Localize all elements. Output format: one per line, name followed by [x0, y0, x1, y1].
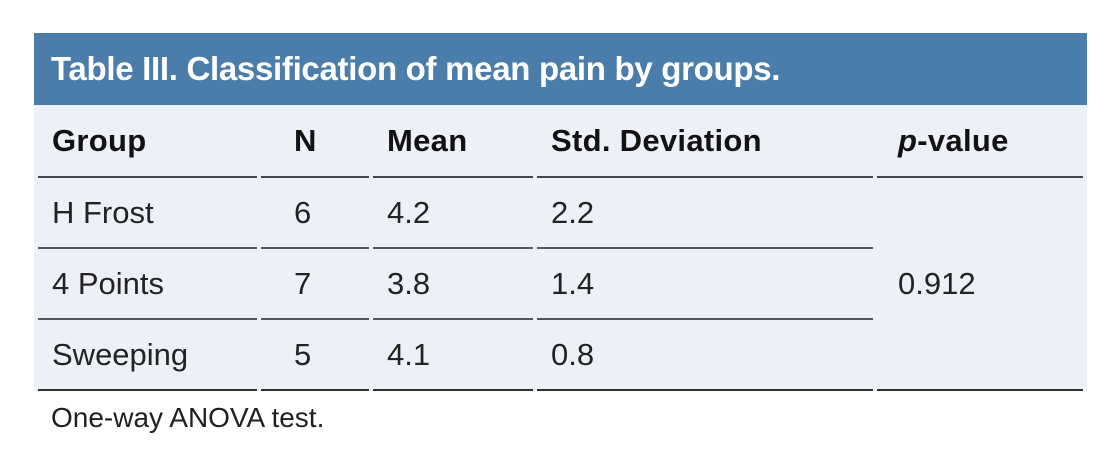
header-row: Group N Mean Std. Deviation p-value [38, 105, 1083, 178]
table-title: Table III. Classification of mean pain b… [51, 50, 781, 87]
table-row-sweeping: Sweeping 5 4.1 0.8 [38, 320, 1083, 391]
column-header-p-value: p-value [877, 105, 1083, 178]
table-title-bar: Table III. Classification of mean pain b… [34, 33, 1087, 105]
cell-n: 6 [261, 178, 369, 249]
cell-mean: 4.1 [373, 320, 533, 391]
p-value-italic-p: p [898, 122, 918, 158]
p-value-label-rest: -value [917, 122, 1009, 158]
column-header-n: N [261, 105, 369, 178]
cell-sd: 2.2 [537, 178, 873, 249]
column-header-group: Group [38, 105, 257, 178]
cell-n: 5 [261, 320, 369, 391]
cell-group: H Frost [38, 178, 257, 249]
table-footnote: One-way ANOVA test. [51, 402, 325, 433]
column-header-mean: Mean [373, 105, 533, 178]
cell-group: Sweeping [38, 320, 257, 391]
cell-mean: 4.2 [373, 178, 533, 249]
cell-sd: 1.4 [537, 249, 873, 320]
data-table: Group N Mean Std. Deviation p-value H Fr… [34, 105, 1087, 391]
table-row-4-points: 4 Points 7 3.8 1.4 [38, 249, 1083, 320]
cell-n: 7 [261, 249, 369, 320]
cell-group: 4 Points [38, 249, 257, 320]
column-header-std-deviation: Std. Deviation [537, 105, 873, 178]
table-figure: Table III. Classification of mean pain b… [34, 33, 1087, 434]
cell-sd: 0.8 [537, 320, 873, 391]
p-value-cell: 0.912 [877, 178, 1083, 391]
table-row-h-frost: H Frost 6 4.2 2.2 0.912 [38, 178, 1083, 391]
cell-mean: 3.8 [373, 249, 533, 320]
